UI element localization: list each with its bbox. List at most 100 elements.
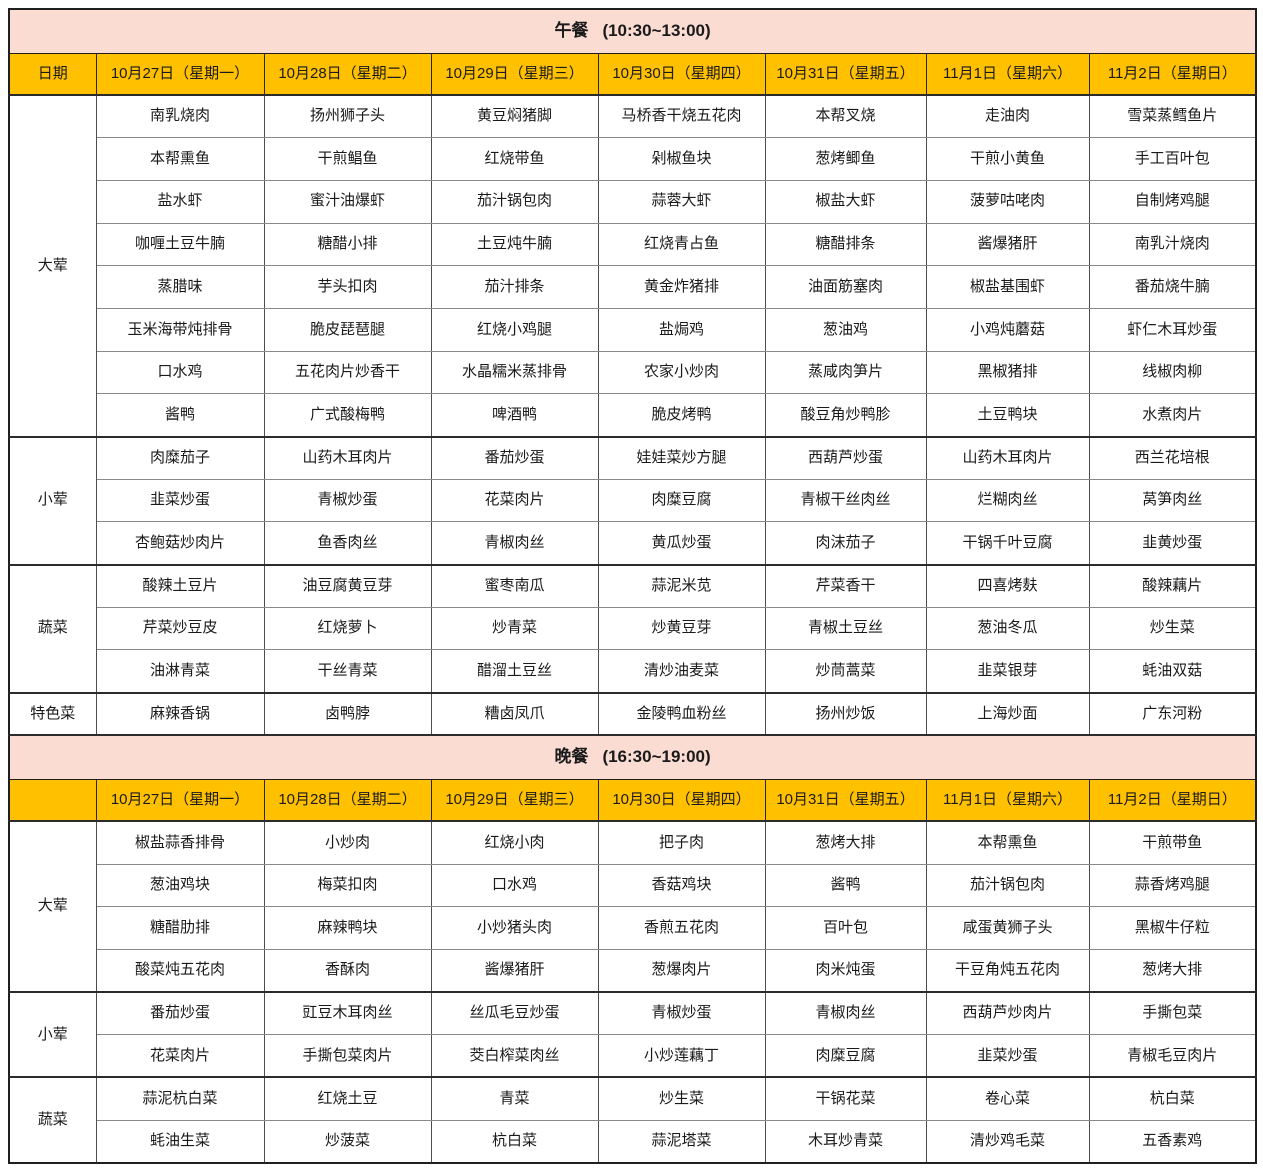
dish-cell: 口水鸡 — [430, 863, 599, 908]
dish-cell: 花菜肉片 — [95, 1034, 265, 1078]
dish-cell: 糖醋肋排 — [95, 906, 265, 950]
dish-cell: 黄金炸猪排 — [597, 265, 766, 309]
category-cell: 蔬菜 — [8, 563, 97, 694]
dish-cell: 金陵鸭血粉丝 — [597, 691, 766, 736]
dish-cell: 香菇鸡块 — [597, 863, 766, 908]
dish-cell: 酱爆猪肝 — [430, 948, 599, 993]
dish-cell: 土豆炖牛腩 — [430, 222, 599, 267]
dish-cell: 芹菜香干 — [764, 563, 927, 608]
dish-cell: 香煎五花肉 — [597, 906, 766, 950]
dish-cell: 青椒炒蛋 — [597, 991, 766, 1036]
dish-cell: 肉米炖蛋 — [764, 948, 927, 993]
dish-cell: 卤鸭脖 — [263, 691, 432, 736]
dish-cell: 盐焗鸡 — [597, 307, 766, 352]
dish-cell: 糖醋排条 — [764, 222, 927, 267]
dish-cell: 菠萝咕咾肉 — [925, 179, 1090, 224]
dish-cell: 蒸咸肉笋片 — [764, 350, 927, 395]
dish-cell: 豇豆木耳肉丝 — [263, 991, 432, 1036]
date-header-cell: 11月1日（星期六） — [925, 778, 1090, 822]
dish-cell: 本帮叉烧 — [764, 94, 927, 139]
category-cell: 小荤 — [8, 991, 97, 1078]
dish-cell: 炒生菜 — [597, 1076, 766, 1121]
dish-cell: 茄汁锅包肉 — [925, 863, 1090, 908]
dish-cell: 炒茼蒿菜 — [764, 649, 927, 694]
dish-cell: 把子肉 — [597, 820, 766, 865]
dish-cell: 虾仁木耳炒蛋 — [1088, 307, 1257, 352]
dish-cell: 蚝油生菜 — [95, 1119, 265, 1164]
dish-cell: 麻辣香锅 — [95, 691, 265, 736]
dish-cell: 椒盐蒜香排骨 — [95, 820, 265, 865]
dish-cell: 酸辣土豆片 — [95, 563, 265, 608]
dish-cell: 葱烤鲫鱼 — [764, 137, 927, 181]
dish-cell: 杭白菜 — [430, 1119, 599, 1164]
dish-cell: 马桥香干烧五花肉 — [597, 94, 766, 139]
date-header-cell: 10月28日（星期二） — [263, 52, 432, 96]
dish-cell: 小炒莲藕丁 — [597, 1034, 766, 1078]
dish-cell: 韭黄炒蛋 — [1088, 521, 1257, 566]
dish-cell: 玉米海带炖排骨 — [95, 307, 265, 352]
dish-cell: 酱鸭 — [95, 393, 265, 437]
dish-cell: 葱油冬瓜 — [925, 606, 1090, 651]
dish-cell: 红烧土豆 — [263, 1076, 432, 1121]
dish-cell: 烂糊肉丝 — [925, 478, 1090, 523]
dish-cell: 油淋青菜 — [95, 649, 265, 694]
date-row-label: 日期 — [8, 52, 97, 96]
dish-cell: 蚝油双菇 — [1088, 649, 1257, 694]
dish-cell: 韭菜炒蛋 — [95, 478, 265, 523]
dish-cell: 青椒炒蛋 — [263, 478, 432, 523]
dish-cell: 丝瓜毛豆炒蛋 — [430, 991, 599, 1036]
dish-cell: 小炒猪头肉 — [430, 906, 599, 950]
dish-cell: 手工百叶包 — [1088, 137, 1257, 181]
meal-title: 晚餐 — [554, 747, 589, 767]
dish-cell: 葱油鸡块 — [95, 863, 265, 908]
dish-cell: 西葫芦炒肉片 — [925, 991, 1090, 1036]
date-header-cell: 10月30日（星期四） — [597, 778, 766, 822]
dish-cell: 蒸腊味 — [95, 265, 265, 309]
category-cell: 大荤 — [8, 94, 97, 437]
dish-cell: 西葫芦炒蛋 — [764, 435, 927, 480]
dish-cell: 干锅花菜 — [764, 1076, 927, 1121]
meal-time-range: (16:30~19:00) — [602, 747, 711, 767]
dish-cell: 酱鸭 — [764, 863, 927, 908]
dish-cell: 炒生菜 — [1088, 606, 1257, 651]
dish-cell: 黄豆焖猪脚 — [430, 94, 599, 139]
dish-cell: 娃娃菜炒方腿 — [597, 435, 766, 480]
dish-cell: 番茄炒蛋 — [95, 991, 265, 1036]
dish-cell: 油面筋塞肉 — [764, 265, 927, 309]
category-cell: 小荤 — [8, 435, 97, 566]
dish-cell: 茄汁锅包肉 — [430, 179, 599, 224]
dish-cell: 韭菜炒蛋 — [925, 1034, 1090, 1078]
dish-cell: 青椒肉丝 — [764, 991, 927, 1036]
dish-cell: 红烧萝卜 — [263, 606, 432, 651]
dish-cell: 蒜香烤鸡腿 — [1088, 863, 1257, 908]
dish-cell: 干豆角炖五花肉 — [925, 948, 1090, 993]
dish-cell: 莴笋肉丝 — [1088, 478, 1257, 523]
dish-cell: 手撕包菜肉片 — [263, 1034, 432, 1078]
category-cell: 大荤 — [8, 820, 97, 993]
dish-cell: 葱爆肉片 — [597, 948, 766, 993]
dish-cell: 水晶糯米蒸排骨 — [430, 350, 599, 395]
dish-cell: 花菜肉片 — [430, 478, 599, 523]
dish-cell: 本帮熏鱼 — [95, 137, 265, 181]
dish-cell: 自制烤鸡腿 — [1088, 179, 1257, 224]
meal-time-range: (10:30~13:00) — [602, 20, 711, 40]
dish-cell: 扬州炒饭 — [764, 691, 927, 736]
dish-cell: 咖喱土豆牛腩 — [95, 222, 265, 267]
dish-cell: 鱼香肉丝 — [263, 521, 432, 566]
dish-cell: 梅菜扣肉 — [263, 863, 432, 908]
dish-cell: 广东河粉 — [1088, 691, 1257, 736]
meal-title: 午餐 — [554, 20, 589, 40]
dish-cell: 葱烤大排 — [764, 820, 927, 865]
dish-cell: 芋头扣肉 — [263, 265, 432, 309]
dish-cell: 糖醋小排 — [263, 222, 432, 267]
dish-cell: 扬州狮子头 — [263, 94, 432, 139]
dish-cell: 蒜蓉大虾 — [597, 179, 766, 224]
category-cell: 蔬菜 — [8, 1076, 97, 1164]
dish-cell: 本帮熏鱼 — [925, 820, 1090, 865]
dish-cell: 黑椒牛仔粒 — [1088, 906, 1257, 950]
dish-cell: 肉糜豆腐 — [764, 1034, 927, 1078]
dish-cell: 肉糜豆腐 — [597, 478, 766, 523]
dish-cell: 山药木耳肉片 — [925, 435, 1090, 480]
dish-cell: 南乳汁烧肉 — [1088, 222, 1257, 267]
dish-cell: 炒黄豆芽 — [597, 606, 766, 651]
